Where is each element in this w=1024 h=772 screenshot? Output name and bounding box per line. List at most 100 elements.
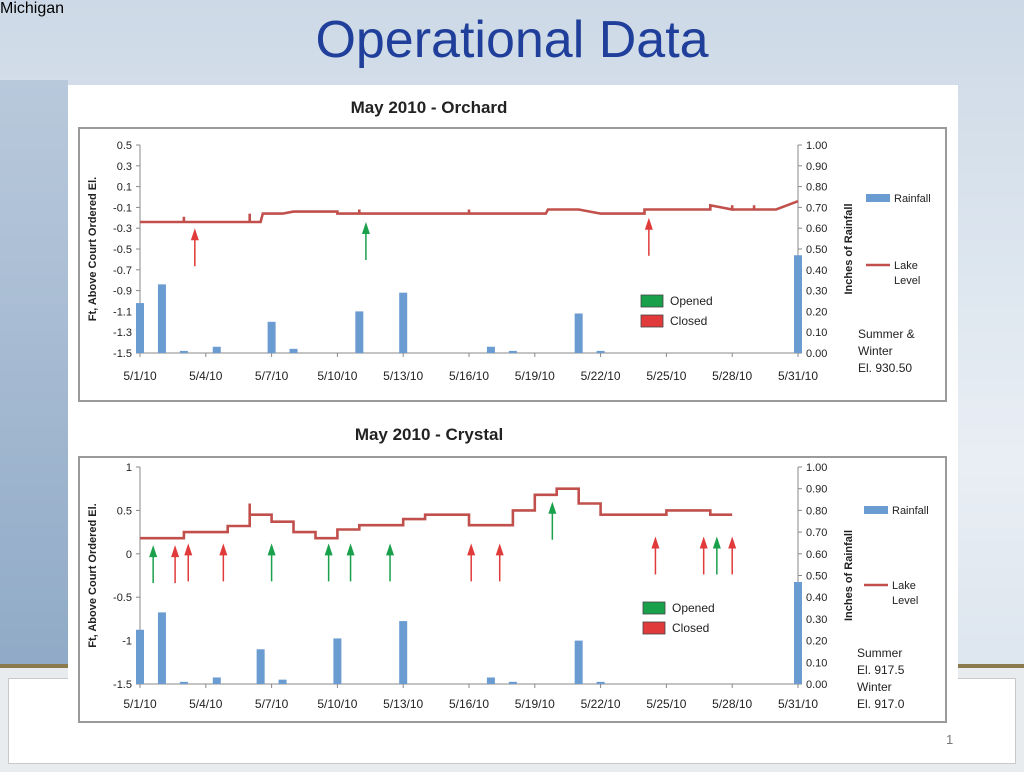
y-tick-label: -1 <box>122 636 132 648</box>
chart-1: May 2010 - Orchard 0.5 0.3 0.1 -0.1 -0.3 -0.5 -… <box>78 98 947 402</box>
rainfall-bar <box>256 649 265 684</box>
y2-tick-label: 0.60 <box>806 223 827 235</box>
closed-arrow-head <box>190 228 199 241</box>
rainfall-bar <box>508 350 517 353</box>
y-tick-label: -0.9 <box>113 286 132 298</box>
footer-logo-text: Michigan <box>0 0 65 17</box>
slide-title: Operational Data <box>315 11 709 69</box>
opened-arrow-head <box>548 501 557 514</box>
y2-tick-label: 0.80 <box>806 182 827 194</box>
elevation-note-line: Summer <box>857 646 902 660</box>
rainfall-bar <box>289 348 298 353</box>
key-opened-swatch <box>642 601 666 615</box>
y2-tick-label: 0.30 <box>806 614 827 626</box>
opened-arrow-head <box>712 536 721 549</box>
rainfall-bar <box>399 292 408 353</box>
y-tick-label: 0.5 <box>117 505 132 517</box>
elevation-note-line: El. 917.5 <box>857 663 905 677</box>
y2-tick-label: 0.50 <box>806 571 827 583</box>
page-number: 1 <box>946 732 954 747</box>
rainfall-bar <box>508 681 517 684</box>
key-closed-swatch <box>640 314 664 328</box>
y2-tick-label: 0.50 <box>806 244 827 256</box>
closed-arrow-head <box>171 545 180 558</box>
x-tick-label: 5/16/10 <box>449 697 489 711</box>
x-tick-label: 5/25/10 <box>646 697 686 711</box>
rainfall-bar <box>486 346 495 353</box>
elevation-note-line: El. 917.0 <box>857 697 905 711</box>
y-tick-label: 0.3 <box>117 161 132 173</box>
opened-arrow-head <box>361 221 370 234</box>
key-closed-label: Closed <box>670 314 707 328</box>
closed-arrow-head <box>644 217 653 230</box>
key-closed-label: Closed <box>672 621 709 635</box>
y-tick-label: -0.1 <box>113 202 132 214</box>
key-opened-swatch <box>640 294 664 308</box>
y-tick-label: -1.5 <box>113 679 132 691</box>
legend-rainfall-label: Rainfall <box>894 193 931 205</box>
x-tick-label: 5/25/10 <box>646 369 686 383</box>
x-tick-label: 5/31/10 <box>778 369 818 383</box>
rainfall-bar <box>136 303 144 353</box>
opened-arrow-head <box>267 543 276 556</box>
rainfall-bar <box>267 321 276 353</box>
opened-arrow-head <box>346 543 355 556</box>
rainfall-bar <box>179 350 188 353</box>
x-tick-label: 5/4/10 <box>189 697 223 711</box>
x-tick-label: 5/19/10 <box>515 369 555 383</box>
x-tick-label: 5/22/10 <box>581 369 621 383</box>
x-tick-label: 5/7/10 <box>255 697 289 711</box>
closed-arrow-head <box>728 536 737 549</box>
x-tick-label: 5/16/10 <box>449 369 489 383</box>
closed-arrow-head <box>219 543 228 556</box>
rainfall-bar <box>136 629 144 684</box>
chart-2: May 2010 - Crystal10.50-0.5-1-1.51.000.9… <box>78 425 947 723</box>
rainfall-bar <box>212 346 221 353</box>
chart-title: May 2010 - Crystal <box>355 425 503 444</box>
y2-tick-label: 0.70 <box>806 202 827 214</box>
x-tick-label: 5/13/10 <box>383 369 423 383</box>
y2-tick-label: 0.40 <box>806 592 827 604</box>
lake-level-line <box>140 199 799 224</box>
y2-tick-label: 0.10 <box>806 327 827 339</box>
opened-arrow-head <box>149 545 158 558</box>
legend-rainfall-swatch <box>866 194 890 202</box>
x-tick-label: 5/31/10 <box>778 697 818 711</box>
y-tick-label: 0.1 <box>117 182 132 194</box>
key-opened-label: Opened <box>670 294 713 308</box>
y-tick-label: -0.5 <box>113 244 132 256</box>
y2-tick-label: 0.90 <box>806 161 827 173</box>
y-tick-label: 0.5 <box>117 140 132 152</box>
rainfall-bar <box>596 681 605 684</box>
y-tick-label: -0.7 <box>113 265 132 277</box>
y2-axis-title: Inches of Rainfall <box>843 203 855 294</box>
rainfall-bar <box>179 681 188 684</box>
y-tick-label: 0 <box>126 549 132 561</box>
opened-arrow-head <box>324 543 333 556</box>
opened-arrow-head <box>386 543 395 556</box>
y2-tick-label: 0.10 <box>806 657 827 669</box>
closed-arrow-head <box>651 536 660 549</box>
y2-tick-label: 1.00 <box>806 462 827 474</box>
rainfall-bar <box>157 284 166 353</box>
y2-tick-label: 0.40 <box>806 265 827 277</box>
x-tick-label: 5/7/10 <box>255 369 289 383</box>
closed-arrow-head <box>699 536 708 549</box>
rainfall-bar <box>278 679 287 684</box>
rainfall-bar <box>574 640 583 684</box>
rainfall-bar <box>596 350 605 353</box>
y2-axis-title: Inches of Rainfall <box>843 530 855 621</box>
elevation-note-line: Winter <box>857 680 892 694</box>
y2-tick-label: 0.30 <box>806 286 827 298</box>
rainfall-bar <box>157 612 166 684</box>
y2-tick-label: 0.20 <box>806 636 827 648</box>
x-tick-label: 5/1/10 <box>123 697 157 711</box>
x-tick-label: 5/28/10 <box>712 697 752 711</box>
y2-tick-label: 1.00 <box>806 140 827 152</box>
y-tick-label: 1 <box>126 462 132 474</box>
y2-tick-label: 0.00 <box>806 348 827 360</box>
legend-rainfall-swatch <box>864 506 888 514</box>
x-tick-label: 5/1/10 <box>123 369 157 383</box>
legend-rainfall-label: Rainfall <box>892 505 929 517</box>
legend-lake-label-1: Lake <box>892 580 916 592</box>
